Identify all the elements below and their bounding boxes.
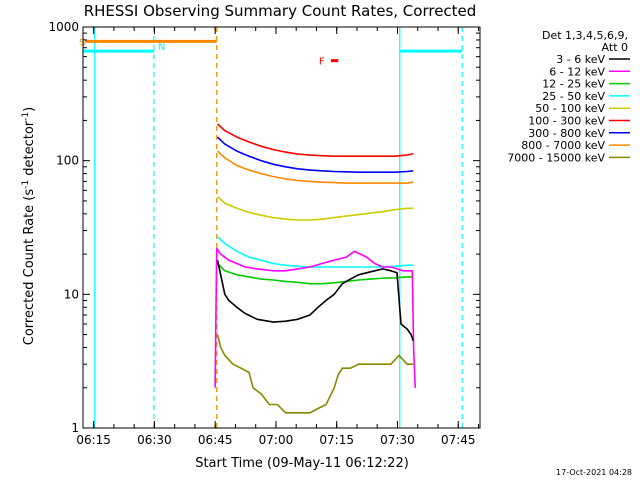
legend-entry-label: 6 - 12 keV [549,65,605,78]
y-tick-label: 100 [56,154,79,168]
y-axis-label-part: detector [22,120,37,180]
chart-title: RHESSI Observing Summary Count Rates, Co… [84,2,477,20]
x-axis-label: Start Time (09-May-11 06:12:22) [195,456,409,471]
x-tick-label: 07:15 [319,433,354,447]
timestamp-label: 17-Oct-2021 04:28 [556,468,632,477]
legend-entry-label: 12 - 25 keV [542,78,605,91]
plot-area: S N F [79,27,463,428]
series-line [214,247,416,388]
flare-label: F [319,57,325,68]
y-axis-label-exponent: -1 [21,112,31,121]
series-line [216,260,414,341]
series-line [216,195,414,221]
plot-frame [82,26,481,429]
series-line [216,262,414,285]
axes: 1 10 100 1000 06:15 06:30 06:45 07:00 07:15 07:30… [48,20,481,447]
legend-entry-label: 300 - 800 keV [528,127,605,140]
saa-label: S [79,37,85,48]
x-tick-label: 07:30 [380,433,415,447]
y-axis-label-part: ) [22,107,37,112]
legend-entry-label: 100 - 300 keV [528,115,605,128]
x-tick-label: 06:45 [198,433,233,447]
y-tick-label: 1000 [48,20,79,34]
y-axis-label: Corrected Count Rate (s-1 detector-1) [21,107,37,345]
x-tick-label: 07:45 [441,433,476,447]
legend-entry-label: 25 - 50 keV [542,90,605,103]
series-line [216,136,414,173]
x-tick-label: 06:15 [76,433,111,447]
x-tick-label: 07:00 [259,433,294,447]
night-label: N [158,42,165,53]
legend-entry-label: 800 - 7000 keV [521,139,605,152]
series-line [216,150,414,184]
series-line [216,123,414,157]
y-axis-label-part: Corrected Count Rate (s [22,189,37,346]
y-axis-label-exponent: -1 [21,180,31,189]
y-tick-label: 1 [71,421,79,435]
legend-entry-label: 7000 - 15000 keV [507,151,605,164]
series-line [216,334,414,414]
x-tick-label: 06:30 [137,433,172,447]
legend-header: Det 1,3,4,5,6,9, [542,29,628,42]
y-tick-label: 10 [64,287,79,301]
legend-entry-label: 50 - 100 keV [535,102,605,115]
legend-entry-label: 3 - 6 keV [556,53,605,66]
legend-header: Att 0 [602,41,628,54]
